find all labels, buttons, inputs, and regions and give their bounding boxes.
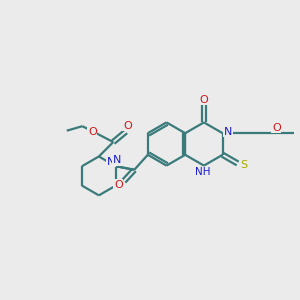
Text: NH: NH (195, 167, 210, 177)
Text: O: O (114, 180, 123, 190)
Text: O: O (272, 123, 281, 133)
Text: O: O (200, 94, 208, 105)
Text: S: S (241, 160, 248, 170)
Text: N: N (107, 157, 116, 167)
Text: O: O (88, 127, 97, 136)
Text: O: O (123, 121, 132, 130)
Text: N: N (224, 127, 232, 137)
Text: N: N (113, 155, 122, 165)
